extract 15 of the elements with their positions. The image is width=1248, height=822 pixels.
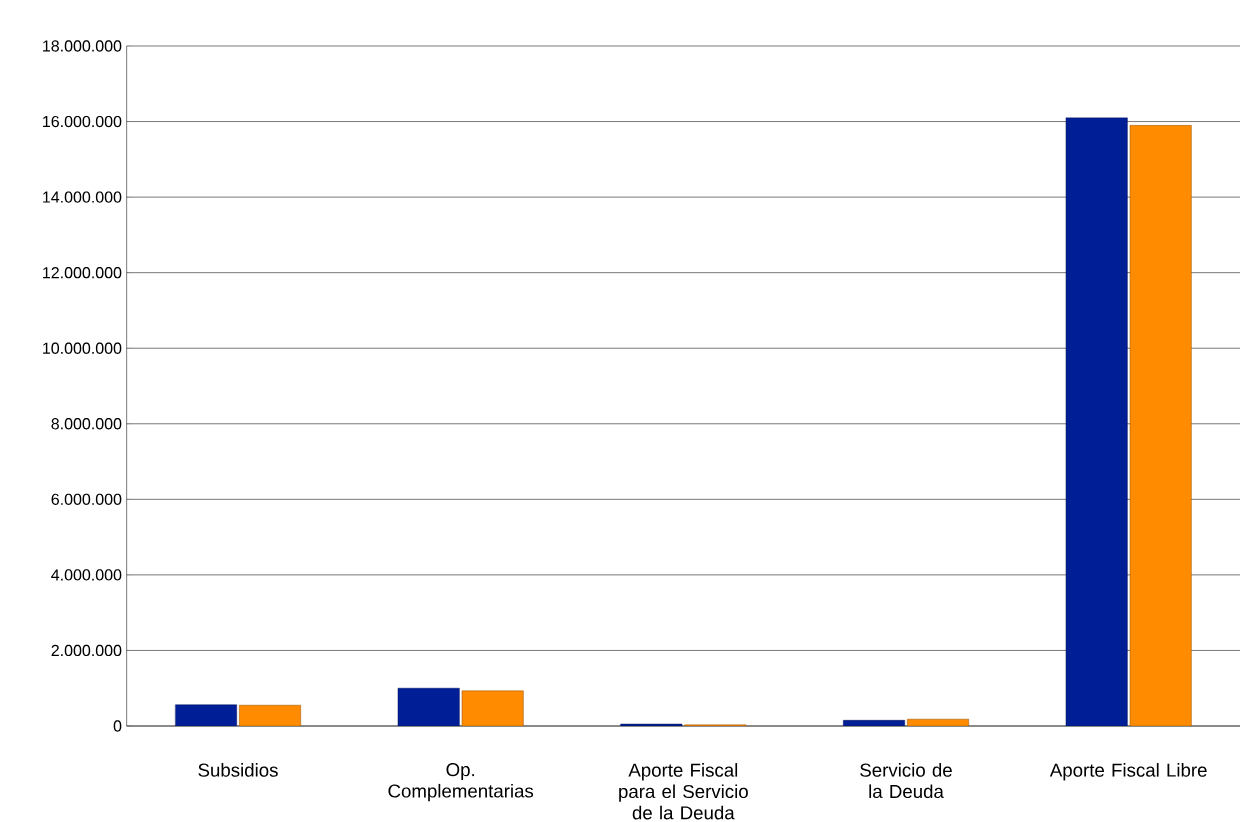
y-tick-label: 6.000.000 bbox=[51, 493, 122, 505]
y-tick-label: 4.000.000 bbox=[51, 569, 122, 581]
y-tick-label: 8.000.000 bbox=[51, 418, 122, 430]
y-tick-label: 18.000.000 bbox=[43, 40, 122, 52]
x-tick-label: Aporte Fiscal Libre bbox=[1049, 763, 1207, 781]
y-tick-label: 0 bbox=[113, 720, 122, 732]
y-tick-label: 14.000.000 bbox=[43, 191, 122, 203]
y-tick-label: 2.000.000 bbox=[51, 644, 122, 657]
y-tick-label: 10.000.000 bbox=[43, 342, 122, 354]
y-tick-label: 16.000.000 bbox=[43, 115, 122, 128]
x-tick-label: Op. Complementarias bbox=[388, 763, 534, 802]
y-tick-label: 12.000.000 bbox=[43, 267, 122, 279]
x-tick-label: Servicio de la Deuda bbox=[860, 763, 952, 799]
x-tick-label: Subsidios bbox=[198, 763, 278, 777]
x-tick-label: Aporte Fiscal para el Servicio de la Deuda bbox=[619, 763, 748, 820]
